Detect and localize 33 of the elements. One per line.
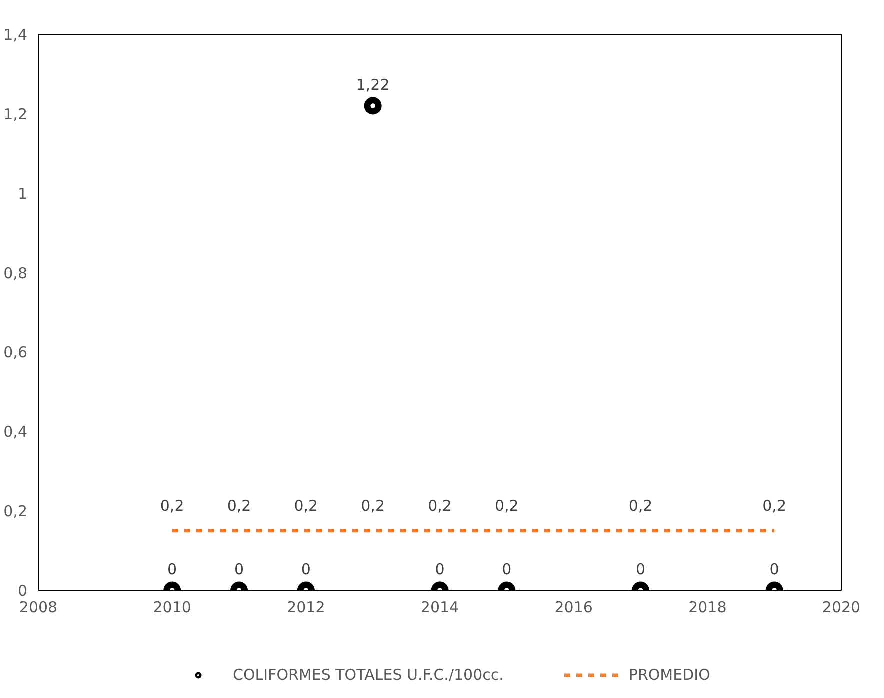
data-label: 0 [502, 560, 512, 578]
y-tick-label: 1,4 [4, 26, 28, 44]
x-tick-label: 2016 [554, 598, 593, 616]
y-tick-label: 0,4 [4, 423, 28, 442]
data-label: 0,2 [160, 496, 184, 515]
data-label: 0,2 [762, 496, 787, 515]
data-label: 0 [234, 560, 244, 578]
x-tick-label: 2012 [287, 598, 326, 616]
x-tick-label: 2010 [153, 598, 192, 616]
data-label: 0,2 [628, 496, 653, 515]
y-tick-label: 1 [18, 184, 28, 203]
data-label: 1,22 [356, 76, 390, 94]
data-label: 0,2 [294, 496, 318, 515]
data-label: 0 [301, 560, 311, 578]
data-label: 0 [168, 560, 178, 578]
y-tick-label: 1,2 [4, 105, 28, 124]
y-tick-label: 0 [18, 582, 28, 600]
data-label: 0,2 [428, 496, 452, 515]
legend-label: PROMEDIO [628, 666, 710, 684]
y-tick-label: 0,6 [4, 344, 28, 362]
y-tick-label: 0,2 [4, 502, 28, 521]
y-tick-label: 0,8 [4, 264, 28, 282]
x-tick-label: 2014 [420, 598, 460, 616]
data-label: 0 [770, 560, 780, 578]
data-label: 0 [435, 560, 445, 578]
legend-label: COLIFORMES TOTALES U.F.C./100cc. [233, 666, 504, 684]
data-label: 0,2 [494, 496, 519, 515]
x-tick-label: 2018 [688, 598, 727, 616]
x-tick-label: 2020 [822, 598, 861, 616]
data-label: 0,2 [361, 496, 386, 515]
data-label: 0,2 [227, 496, 252, 515]
x-tick-label: 2008 [19, 598, 58, 616]
data-label: 0 [636, 560, 646, 578]
